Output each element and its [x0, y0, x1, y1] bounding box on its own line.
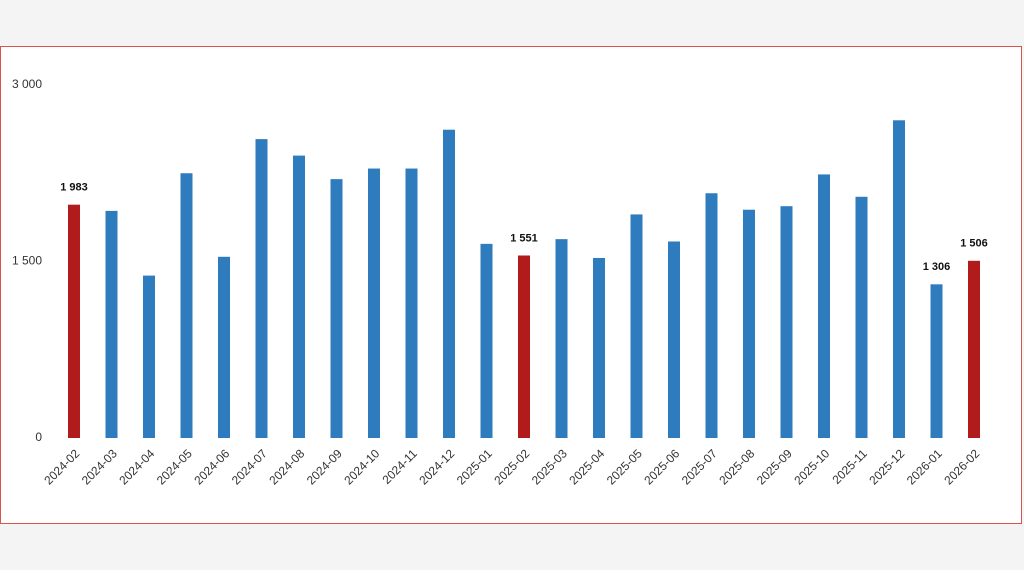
y-tick-label: 1 500 — [12, 254, 42, 268]
bar — [968, 260, 980, 438]
value-label: 1 551 — [510, 232, 538, 244]
value-label: 1 506 — [960, 238, 988, 250]
bar — [930, 284, 943, 438]
bar — [480, 243, 493, 438]
y-tick-label: 3 000 — [12, 77, 42, 91]
bar — [593, 257, 605, 438]
bar — [818, 174, 830, 438]
value-label: 1 983 — [60, 182, 88, 194]
bar — [443, 129, 455, 439]
bar — [105, 210, 118, 438]
bar — [855, 196, 868, 438]
bar — [68, 204, 80, 438]
value-label: 1 306 — [923, 261, 951, 273]
bar — [743, 209, 755, 438]
bar — [668, 241, 680, 438]
bar — [630, 214, 643, 438]
bar — [405, 168, 418, 438]
chart-panel — [0, 46, 1022, 524]
bar — [780, 206, 793, 438]
bar — [330, 179, 343, 438]
bar — [555, 239, 568, 438]
bar — [893, 120, 905, 439]
bar — [368, 168, 380, 438]
bar — [143, 275, 155, 438]
bar — [518, 255, 530, 438]
bar — [293, 155, 305, 438]
bar — [218, 256, 230, 438]
bar — [180, 173, 193, 438]
y-tick-label: 0 — [35, 430, 42, 444]
bar — [255, 139, 268, 439]
bar — [705, 193, 718, 438]
